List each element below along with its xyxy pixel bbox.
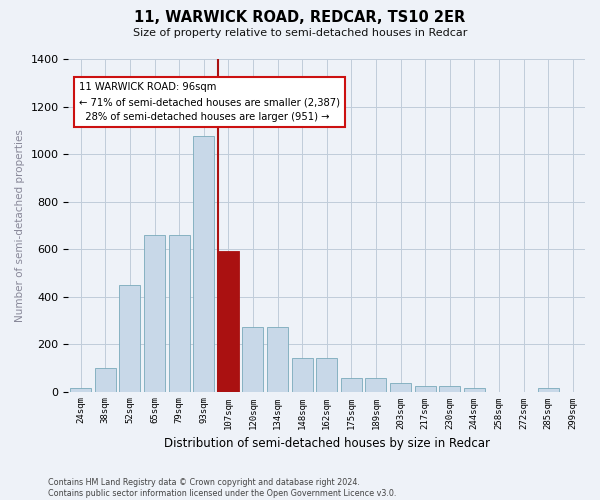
Bar <box>464 388 485 392</box>
Bar <box>218 252 239 392</box>
Text: Contains HM Land Registry data © Crown copyright and database right 2024.
Contai: Contains HM Land Registry data © Crown c… <box>48 478 397 498</box>
Bar <box>365 378 386 392</box>
Bar <box>415 386 436 392</box>
X-axis label: Distribution of semi-detached houses by size in Redcar: Distribution of semi-detached houses by … <box>164 437 490 450</box>
Y-axis label: Number of semi-detached properties: Number of semi-detached properties <box>15 129 25 322</box>
Bar <box>439 386 460 392</box>
Bar <box>316 358 337 392</box>
Bar <box>267 328 288 392</box>
Bar <box>292 358 313 392</box>
Bar <box>538 388 559 392</box>
Text: 11, WARWICK ROAD, REDCAR, TS10 2ER: 11, WARWICK ROAD, REDCAR, TS10 2ER <box>134 10 466 25</box>
Bar <box>242 328 263 392</box>
Bar <box>169 235 190 392</box>
Bar <box>341 378 362 392</box>
Bar <box>70 388 91 392</box>
Bar <box>95 368 116 392</box>
Text: 11 WARWICK ROAD: 96sqm
← 71% of semi-detached houses are smaller (2,387)
  28% o: 11 WARWICK ROAD: 96sqm ← 71% of semi-det… <box>79 82 340 122</box>
Text: Size of property relative to semi-detached houses in Redcar: Size of property relative to semi-detach… <box>133 28 467 38</box>
Bar <box>193 136 214 392</box>
Bar <box>144 235 165 392</box>
Bar <box>119 284 140 392</box>
Bar <box>390 383 411 392</box>
